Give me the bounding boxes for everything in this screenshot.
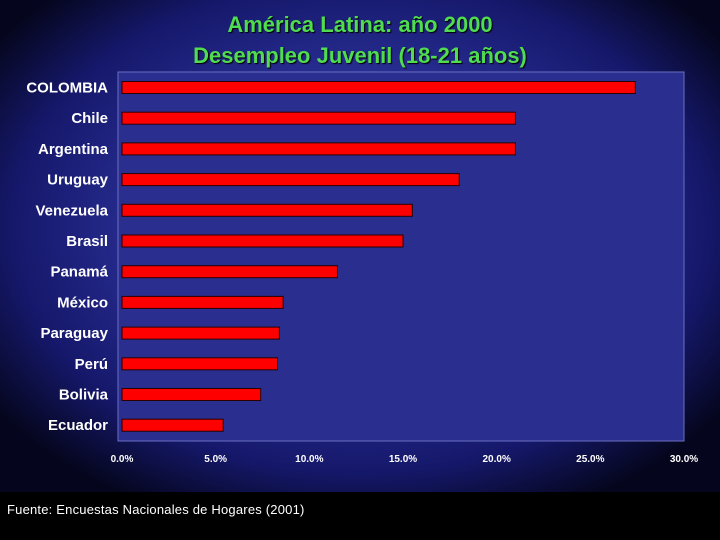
category-label: Perú [75, 356, 108, 373]
chart-subtitle: Desempleo Juvenil (18-21 años) [193, 43, 527, 68]
bar-argentina [121, 142, 516, 156]
chart-title: América Latina: año 2000 [227, 12, 493, 37]
category-label: Venezuela [35, 202, 108, 219]
x-tick-label: 5.0% [204, 454, 227, 465]
category-label: Panamá [50, 264, 108, 281]
category-label: Brasil [66, 233, 108, 250]
category-label: México [57, 294, 108, 311]
bar-ecuador [121, 418, 224, 432]
category-label: Chile [71, 110, 108, 127]
bar-chart: COLOMBIA Chile Argentina Uruguay Venezuela Br… [26, 71, 698, 465]
bar-bolivia [121, 388, 262, 401]
bar-paraguay [121, 326, 280, 340]
category-label: Argentina [38, 141, 109, 158]
category-label: Uruguay [47, 172, 109, 189]
category-label: Ecuador [48, 417, 108, 434]
category-label: Bolivia [59, 387, 109, 404]
bar-panamá [121, 265, 338, 279]
source-footnote: Fuente: Encuestas Nacionales de Hogares … [7, 502, 305, 517]
x-tick-label: 15.0% [389, 454, 417, 465]
x-tick-label: 0.0% [111, 454, 134, 465]
bar-colombia [121, 81, 636, 94]
bar-venezuela [121, 203, 413, 217]
plot-area [117, 71, 685, 442]
bar-uruguay [121, 173, 460, 187]
x-tick-label: 25.0% [576, 454, 604, 465]
bar-perú [121, 357, 278, 371]
bar-brasil [121, 234, 404, 248]
bar-méxico [121, 295, 284, 309]
x-tick-label: 10.0% [295, 454, 323, 465]
x-tick-label: 20.0% [482, 454, 510, 465]
category-label: Paraguay [40, 325, 108, 342]
bar-chile [121, 111, 516, 125]
category-label: COLOMBIA [26, 80, 108, 97]
x-tick-label: 30.0% [670, 454, 698, 465]
